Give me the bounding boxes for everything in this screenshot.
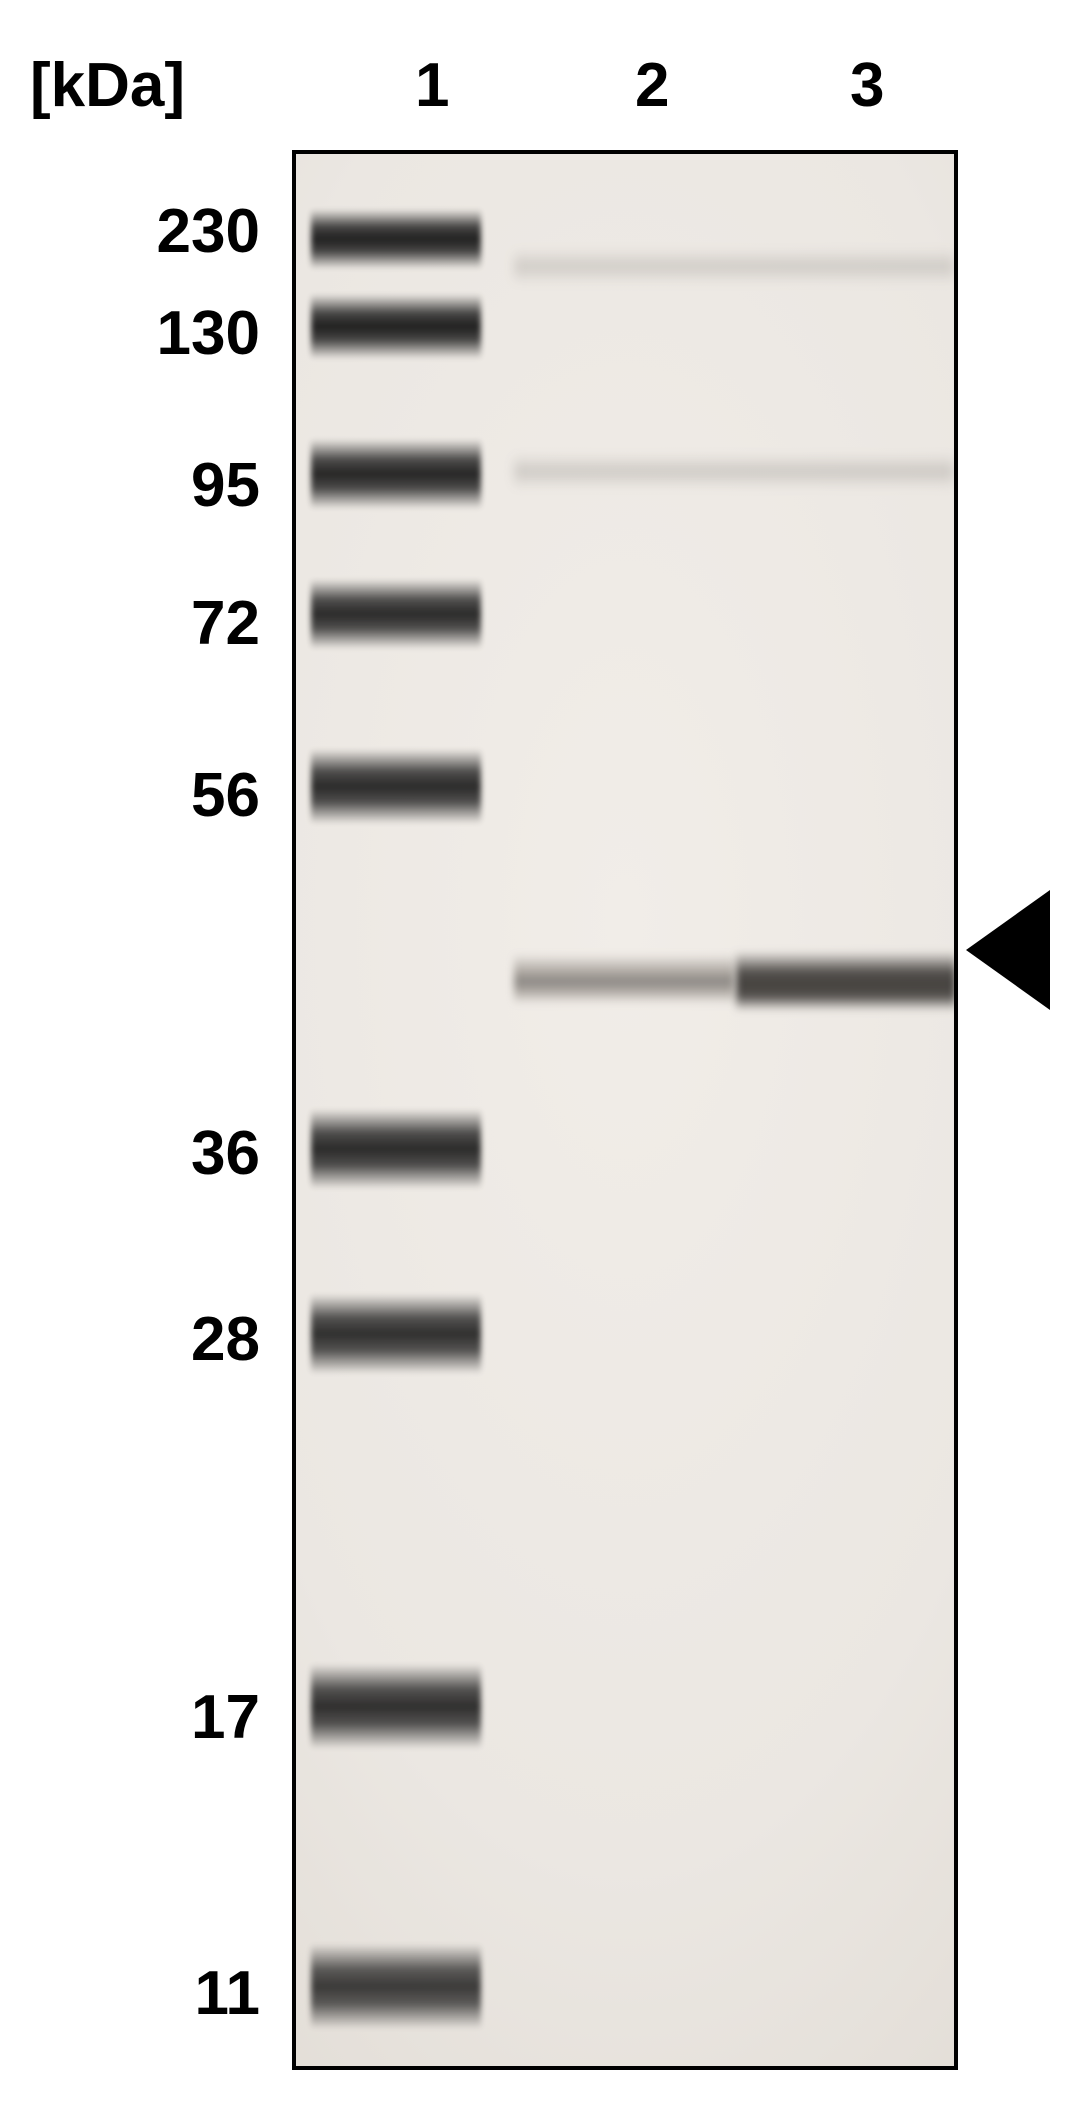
mw-label-95: 95 <box>191 450 260 521</box>
mw-label-72: 72 <box>191 588 260 659</box>
target-band-lane2 <box>514 954 734 1004</box>
ladder-band <box>311 1944 481 2029</box>
mw-label-56: 56 <box>191 760 260 831</box>
target-band-lane3 <box>736 951 956 1011</box>
ladder-band <box>311 1294 481 1374</box>
ladder-band <box>311 1109 481 1189</box>
lane-label-2: 2 <box>635 50 669 121</box>
mw-label-130: 130 <box>157 298 260 369</box>
mw-label-11: 11 <box>194 1958 260 2029</box>
mw-label-17: 17 <box>191 1682 260 1753</box>
ladder-band <box>311 749 481 824</box>
mw-label-36: 36 <box>191 1118 260 1189</box>
axis-unit-label: [kDa] <box>30 50 185 121</box>
faint-band <box>514 249 954 284</box>
mw-label-230: 230 <box>157 196 260 267</box>
lane-label-1: 1 <box>415 50 449 121</box>
faint-band <box>514 454 954 489</box>
ladder-band <box>311 579 481 649</box>
ladder-band <box>311 1664 481 1749</box>
ladder-band <box>311 209 481 269</box>
blot-frame <box>292 150 958 2070</box>
target-arrow-icon <box>966 890 1050 1010</box>
mw-label-28: 28 <box>191 1304 260 1375</box>
ladder-band <box>311 439 481 509</box>
ladder-band <box>311 294 481 359</box>
lane-label-3: 3 <box>850 50 884 121</box>
